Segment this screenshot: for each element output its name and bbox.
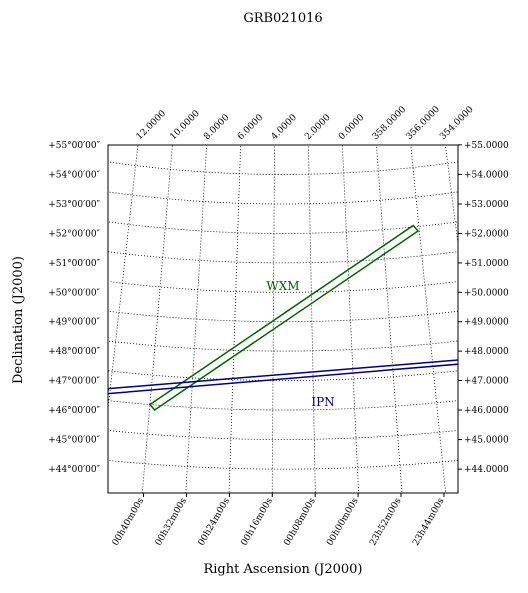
x-tick-label: 0.0000 (337, 113, 367, 143)
y2-tick-label: +54.0000 (464, 170, 509, 180)
region-label: IPN (311, 395, 334, 409)
grid-line (141, 145, 173, 493)
x2-tick-label: 23h44m00s (411, 496, 447, 547)
y-tick-label: +45°00′00″ (48, 436, 100, 446)
x-tick-label: 2.0000 (303, 113, 333, 143)
y-tick-label: +44°00′00″ (48, 465, 100, 475)
x-axis-label: Right Ascension (J2000) (203, 562, 362, 577)
y-tick-label: +47°00′00″ (48, 377, 100, 387)
x2-tick-label: 00h16m00s (240, 496, 276, 547)
y2-tick-label: +48.0000 (464, 347, 509, 357)
grid-line (108, 161, 458, 175)
regions (108, 224, 458, 411)
y2-tick-label: +44.0000 (464, 465, 509, 475)
x-tick-label: 12.0000 (135, 109, 169, 143)
y-tick-label: +50°00′00″ (48, 288, 100, 298)
x-tick-label: 6.0000 (236, 113, 266, 143)
grid (108, 145, 458, 493)
plot-frame (107, 144, 459, 494)
grid-line (108, 310, 458, 323)
y2-tick-label: +50.0000 (464, 288, 509, 298)
grid-line (410, 145, 447, 493)
y-tick-label: +46°00′00″ (48, 406, 100, 416)
grid-line (108, 400, 458, 411)
grid-line (271, 145, 275, 493)
x2-tick-label: 00h08m00s (282, 496, 318, 547)
grid-line (108, 191, 458, 205)
grid-line (108, 221, 458, 234)
y-axis-label: Declination (J2000) (11, 256, 26, 384)
y2-tick-label: +52.0000 (464, 229, 509, 239)
x-tick-label: 354.0000 (438, 104, 476, 142)
grid-line (376, 145, 403, 493)
grid-line (228, 145, 242, 493)
grid-line (108, 430, 458, 440)
chart-title: GRB021016 (243, 11, 322, 26)
y2-tick-label: +46.0000 (464, 406, 509, 416)
y2-tick-label: +47.0000 (464, 377, 509, 387)
y2-tick-label: +45.0000 (464, 436, 509, 446)
grid-line (185, 145, 208, 493)
x-tick-label: 10.0000 (168, 109, 202, 143)
x-tick-label: 4.0000 (270, 113, 300, 143)
x2-tick-label: 00h00m00s (325, 496, 361, 547)
y-tick-label: +55°00′00″ (48, 141, 100, 151)
y-tick-label: +48°00′00″ (48, 347, 100, 357)
x-tick-label: 8.0000 (202, 113, 232, 143)
grid-line (108, 340, 458, 352)
y2-tick-label: +53.0000 (464, 200, 509, 210)
y-tick-label: +54°00′00″ (48, 170, 100, 180)
region (148, 224, 420, 411)
grid-line (108, 251, 458, 264)
grid-line (341, 145, 359, 493)
x-tick-label: 356.0000 (405, 104, 443, 142)
y-tick-label: +53°00′00″ (48, 200, 100, 210)
y2-tick-label: +55.0000 (464, 141, 509, 151)
y-tick-label: +52°00′00″ (48, 229, 100, 239)
grid-line (108, 145, 139, 413)
x2-tick-label: 00h40m00s (111, 496, 147, 547)
region-label: WXM (266, 279, 299, 293)
grid-line (108, 281, 458, 293)
x2-tick-label: 23h52m00s (368, 496, 404, 547)
y-tick-label: +51°00′00″ (48, 259, 100, 269)
x2-tick-label: 00h24m00s (197, 496, 233, 547)
x-tick-label: 358.0000 (371, 104, 409, 142)
y2-tick-label: +51.0000 (464, 259, 509, 269)
x2-tick-label: 00h32m00s (154, 496, 190, 547)
y2-tick-label: +49.0000 (464, 318, 509, 328)
grid-line (308, 145, 316, 493)
region (108, 359, 458, 395)
y-tick-label: +49°00′00″ (48, 318, 100, 328)
